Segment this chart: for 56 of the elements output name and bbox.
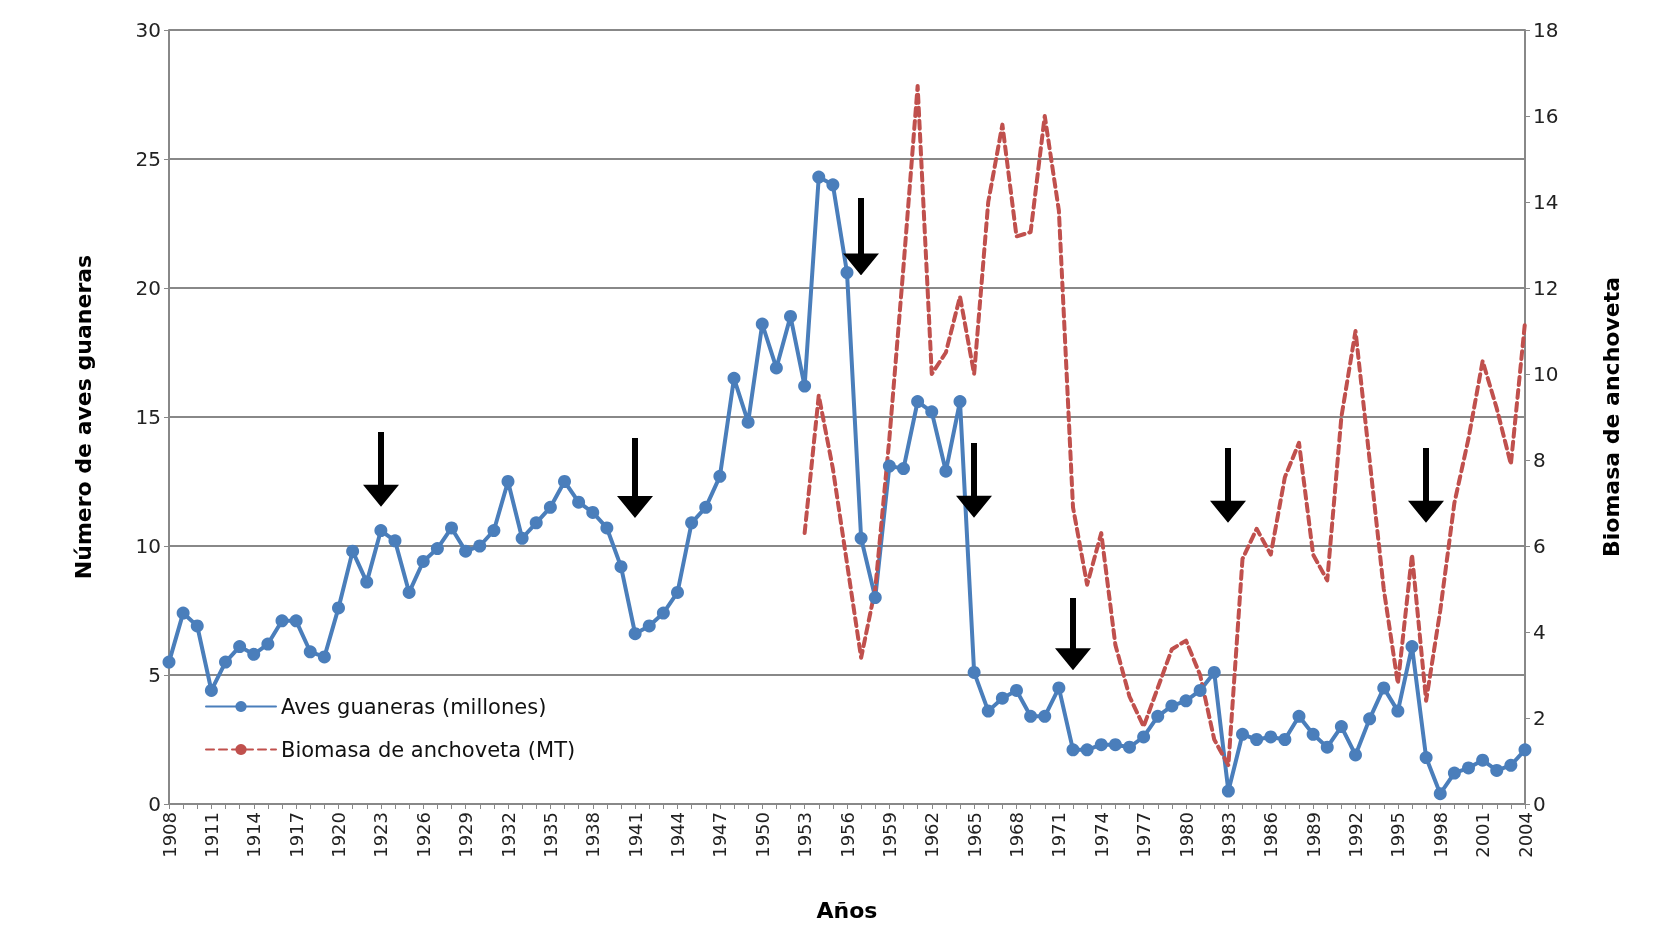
x-tick-label: 1965 [963, 812, 985, 858]
x-tick-label: 1947 [709, 812, 731, 858]
x-tick-label: 1977 [1133, 812, 1155, 858]
x-tick-label: 1923 [370, 812, 392, 858]
x-tick-label: 1908 [158, 812, 180, 858]
y-tick-label: 20 [135, 276, 161, 300]
y2-tick-label: 4 [1533, 620, 1546, 644]
y2-tick-label: 12 [1533, 276, 1559, 300]
x-tick-label: 1926 [412, 812, 434, 858]
x-tick-label: 1983 [1217, 812, 1239, 858]
y-tick-label: 10 [135, 534, 161, 558]
x-tick-label: 1944 [667, 812, 688, 858]
legend-label: Aves guaneras (millones) [281, 694, 547, 719]
x-tick-label: 1956 [836, 812, 858, 858]
x-tick-label: 1980 [1175, 812, 1197, 858]
x-tick-label: 1989 [1302, 812, 1324, 858]
x-tick-label: 1911 [200, 812, 222, 858]
y-tick-label: 0 [148, 792, 161, 816]
y2-tick-label: 10 [1533, 362, 1559, 386]
y-tick-label: 30 [135, 18, 161, 42]
x-tick-label: 1920 [328, 812, 349, 858]
x-tick-label: 1992 [1345, 812, 1366, 858]
x-tick-label: 1941 [624, 812, 646, 858]
y2-tick-label: 18 [1533, 18, 1559, 42]
x-tick-label: 1971 [1048, 812, 1070, 858]
y2-tick-label: 16 [1533, 104, 1559, 128]
x-tick-label: 2004 [1514, 812, 1536, 858]
y2-tick-label: 14 [1533, 190, 1559, 214]
x-tick-label: 1959 [878, 812, 900, 858]
y-tick-label: 15 [135, 405, 161, 429]
y-tick-label: 25 [135, 147, 161, 171]
y2-tick-label: 8 [1533, 448, 1546, 472]
x-tick-label: 1938 [582, 812, 604, 858]
x-tick-label: 1929 [455, 812, 477, 858]
y2-tick-label: 2 [1533, 706, 1546, 730]
legend-label: Biomasa de anchoveta (MT) [281, 737, 576, 762]
x-tick-label: 1917 [285, 812, 307, 858]
x-tick-label: 1914 [243, 812, 265, 858]
x-tick-label: 1950 [751, 812, 773, 858]
x-tick-label: 1968 [1006, 812, 1027, 858]
y-axis-title: Número de aves guaneras [70, 254, 96, 580]
x-tick-label: 1962 [921, 812, 943, 858]
x-tick-label: 2001 [1472, 812, 1494, 858]
y2-axis-title: Biomasa de anchoveta [1598, 276, 1624, 558]
x-tick-label: 1986 [1260, 812, 1282, 858]
x-tick-label: 1932 [497, 812, 519, 858]
y-tick-label: 5 [148, 663, 161, 687]
x-axis-title: Años [816, 897, 878, 923]
x-tick-label: 1935 [539, 812, 561, 858]
line-series [802, 83, 1527, 768]
y2-tick-label: 6 [1533, 534, 1546, 558]
x-tick-label: 1995 [1387, 812, 1409, 858]
x-tick-label: 1998 [1429, 812, 1451, 858]
x-tick-label: 1953 [794, 812, 816, 858]
x-tick-label: 1974 [1090, 812, 1112, 858]
y2-tick-label: 0 [1533, 792, 1546, 816]
